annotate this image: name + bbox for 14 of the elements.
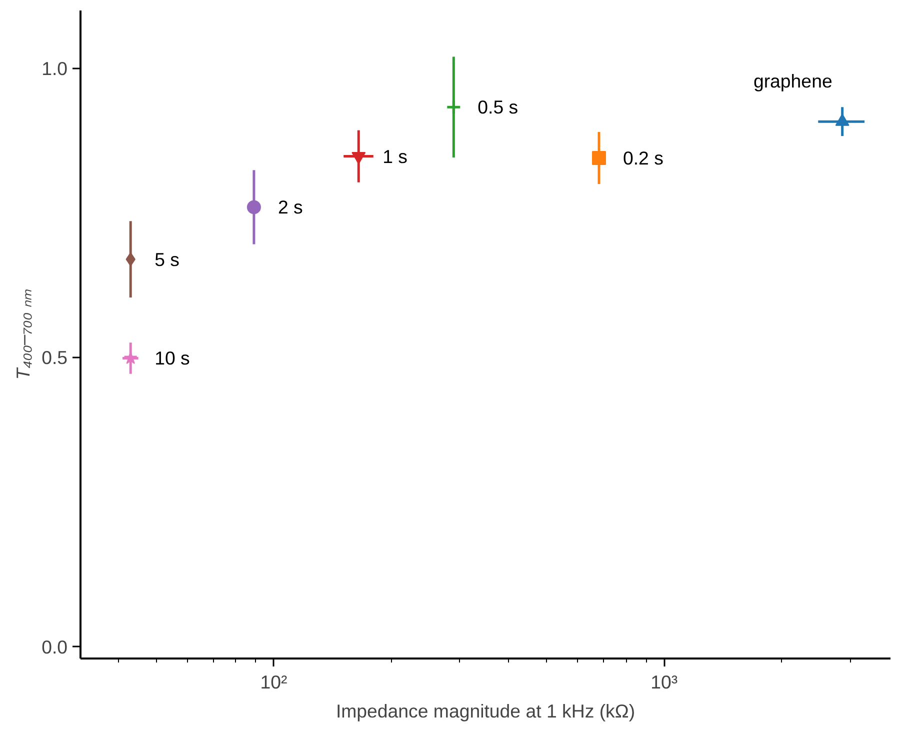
series-label: 0.2 s bbox=[622, 148, 664, 169]
series-label: 10 s bbox=[154, 348, 190, 369]
series-label: graphene bbox=[753, 70, 832, 92]
y-tick-label: 0.5 bbox=[42, 347, 68, 368]
x-axis-title: Impedance magnitude at 1 kHz (kΩ) bbox=[336, 700, 636, 722]
y-tick-label: 0.0 bbox=[42, 636, 68, 658]
y-axis-title: T₄₀₀–₇₀₀ ₙₘ bbox=[12, 288, 34, 380]
series-label: 2 s bbox=[278, 196, 303, 218]
series-label: 1 s bbox=[382, 146, 408, 167]
y-tick-label: 1.0 bbox=[42, 58, 68, 79]
series-label: 0.5 s bbox=[478, 96, 518, 118]
series-label: 5 s bbox=[154, 248, 180, 270]
x-tick-label: 10³ bbox=[650, 672, 678, 692]
x-tick-label: 10² bbox=[260, 672, 288, 692]
